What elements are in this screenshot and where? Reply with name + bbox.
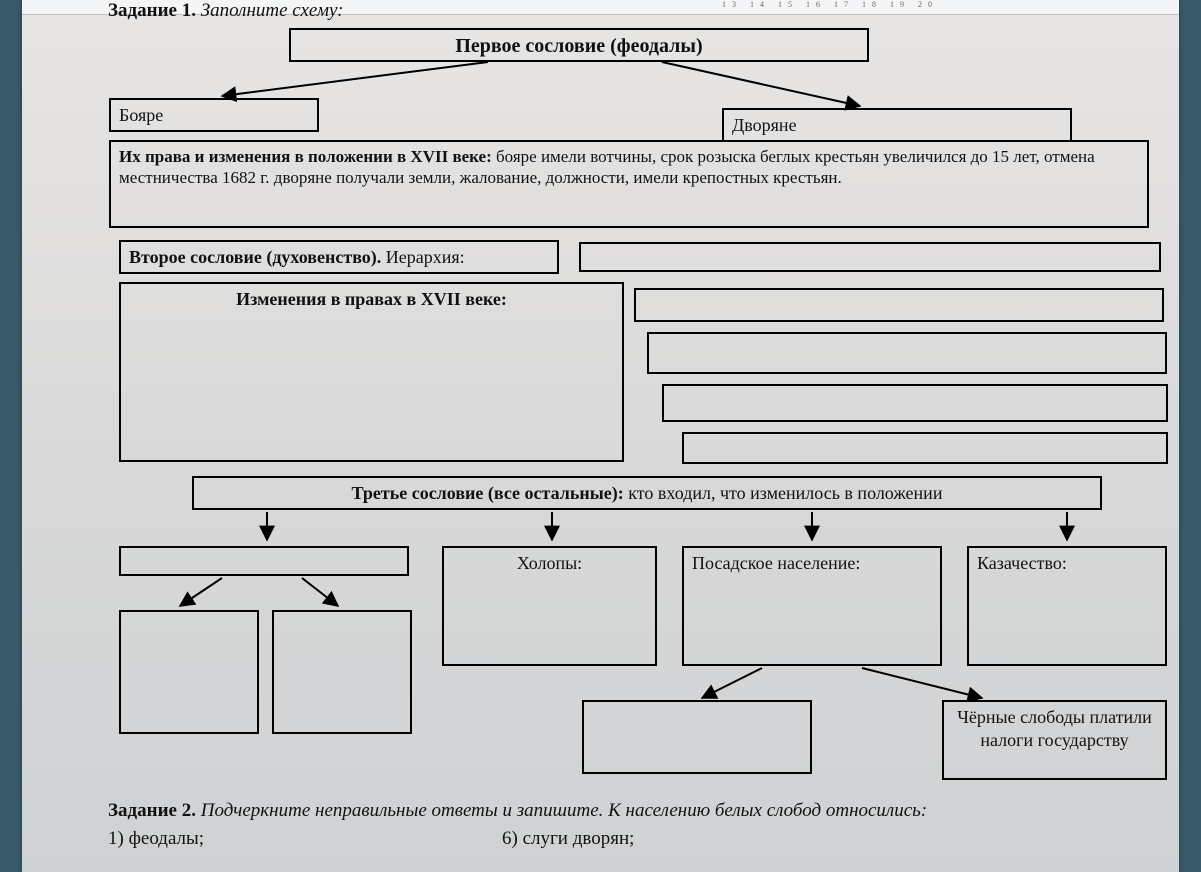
estate3-title-bold: Третье сословие (все остальные): (352, 483, 624, 503)
task1-prompt: Заполните схему: (201, 0, 344, 21)
task1-heading: Задание 1. Заполните схему: (108, 0, 343, 22)
col1-sub-right (272, 610, 412, 734)
estate2-changes-box: Изменения в правах в XVII веке: (119, 282, 624, 462)
task2-answer-6: 6) слуги дворян; (502, 828, 634, 850)
rights-bold: Их права и изменения в положении в XVII … (119, 147, 492, 166)
hierarchy-row-2 (634, 288, 1164, 322)
col3-head-box: Посадское население: (682, 546, 942, 666)
black-slobody-box: Чёрные слободы платили налоги государств… (942, 700, 1167, 780)
document-page: 13 14 15 16 17 18 19 20 Задание 1. Запол… (22, 0, 1179, 872)
changes-bold: Изменения в правах в XVII веке: (236, 289, 507, 309)
hierarchy-row-1 (579, 242, 1161, 272)
hierarchy-row-5 (682, 432, 1168, 464)
estate1-rights-box: Их права и изменения в положении в XVII … (109, 140, 1149, 228)
task2-answer-1: 1) феодалы; (108, 828, 204, 850)
estate2-title-bold: Второе сословие (духовенство). (129, 247, 381, 267)
hierarchy-row-4 (662, 384, 1168, 422)
dvoryane-label: Дворяне (732, 115, 797, 135)
black-slobody-text: Чёрные слободы платили налоги государств… (957, 707, 1152, 750)
estate3-title-rest: кто входил, что изменилось в положении (624, 483, 943, 503)
boyare-box: Бояре (109, 98, 319, 132)
task2-label: Задание 2. (108, 800, 196, 821)
boyare-label: Бояре (119, 105, 163, 125)
col2-label: Холопы: (517, 553, 582, 573)
estate1-title: Первое сословие (феодалы) (455, 35, 702, 57)
dvoryane-box: Дворяне (722, 108, 1072, 142)
task2-heading: Задание 2. Подчеркните неправильные отве… (108, 800, 1168, 822)
col1-sub-left (119, 610, 259, 734)
estate2-title-rest: Иерархия: (381, 247, 464, 267)
hierarchy-row-3 (647, 332, 1167, 374)
col4-head-box: Казачество: (967, 546, 1167, 666)
task2-prompt: Подчеркните неправильные ответы и запиши… (201, 800, 927, 821)
posad-sub-box (582, 700, 812, 774)
col4-label: Казачество: (977, 553, 1067, 573)
col2-head-box: Холопы: (442, 546, 657, 666)
estate1-title-box: Первое сословие (феодалы) (289, 28, 869, 62)
task1-label: Задание 1. (108, 0, 196, 21)
estate2-title-box: Второе сословие (духовенство). Иерархия: (119, 240, 559, 274)
estate3-title-box: Третье сословие (все остальные): кто вхо… (192, 476, 1102, 510)
col3-label: Посадское население: (692, 553, 860, 573)
col1-head-box (119, 546, 409, 576)
